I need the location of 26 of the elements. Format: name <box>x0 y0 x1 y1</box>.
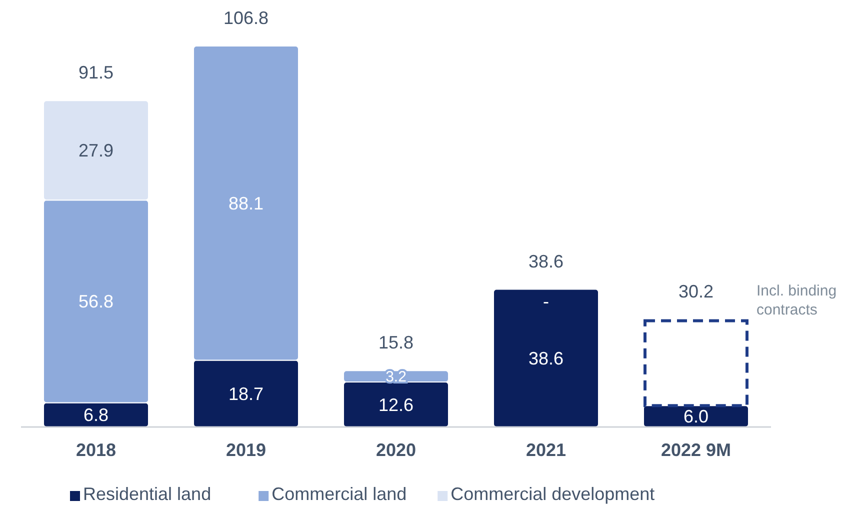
data-label: 6.0 <box>683 406 709 427</box>
x-tick-label: 2018 <box>76 440 116 460</box>
total-label: 30.2 <box>678 281 714 302</box>
data-label: - <box>543 292 549 312</box>
data-label: 88.1 <box>228 193 264 214</box>
x-tick-label: 2021 <box>526 440 566 460</box>
legend-label: Commercial land <box>272 484 407 504</box>
bar <box>644 319 748 408</box>
x-tick-label: 2019 <box>226 440 266 460</box>
x-tick-label: 2022 9M <box>660 440 732 460</box>
data-label: 18.7 <box>228 384 264 404</box>
total-label: 106.8 <box>223 8 269 28</box>
legend-label: Commercial development <box>450 484 655 504</box>
data-label: 12.6 <box>378 394 414 415</box>
data-label: 38.6 <box>528 348 564 368</box>
data-label: 56.8 <box>78 292 114 312</box>
total-label: 91.5 <box>78 62 114 83</box>
x-tick-label: 2020 <box>376 440 416 460</box>
total-label: 38.6 <box>528 251 564 272</box>
legend-label: Residential land <box>83 484 212 504</box>
bar <box>493 288 599 428</box>
data-label: 6.8 <box>83 405 109 426</box>
data-label: 27.9 <box>78 140 114 161</box>
annotation: Incl. binding contracts <box>756 282 837 318</box>
data-label: 3.2 <box>386 368 406 386</box>
total-label: 15.8 <box>378 332 414 353</box>
